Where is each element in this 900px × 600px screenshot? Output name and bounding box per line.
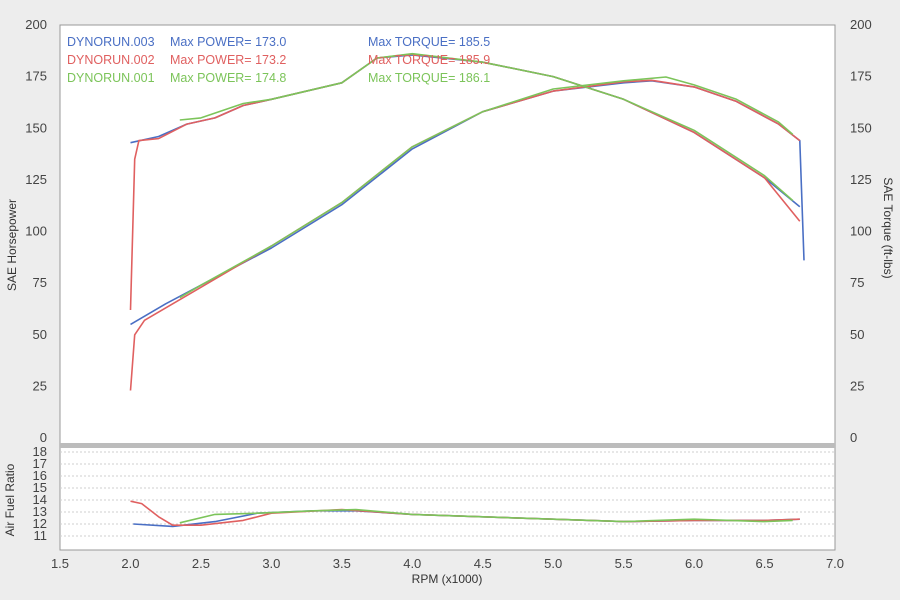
y-tick-label-left: 25 — [33, 378, 47, 393]
panel-divider — [60, 443, 835, 448]
y-axis-label-right: SAE Torque (ft-lbs) — [881, 177, 895, 278]
x-axis-label: RPM (x1000) — [412, 572, 483, 586]
afr-plot-area — [59, 446, 836, 551]
y-tick-label-right: 200 — [850, 17, 872, 32]
legend-max-torque: Max TORQUE= 185.9 — [368, 53, 490, 67]
dynorun-001-power-line — [179, 76, 794, 299]
y-tick-label-left: 200 — [25, 17, 47, 32]
x-tick-label: 6.0 — [685, 556, 703, 571]
x-tick-label: 4.5 — [474, 556, 492, 571]
x-ticks: 1.5 2.0 2.5 3.0 3.5 4.0 4.5 5.0 5.5 6.0 6.5 7.0 — [51, 556, 844, 571]
y-ticks-right: 0 25 50 75 100 125 150 175 200 — [850, 17, 872, 445]
x-tick-label: 1.5 — [51, 556, 69, 571]
x-tick-label: 3.5 — [333, 556, 351, 571]
y-tick-label-right: 0 — [850, 430, 857, 445]
y-axis-label-left: SAE Horsepower — [5, 199, 19, 291]
x-tick-label: 6.5 — [756, 556, 774, 571]
afr-tick-label: 13 — [33, 504, 47, 519]
y-tick-label-right: 175 — [850, 69, 872, 84]
afr-tick-label: 15 — [33, 480, 47, 495]
y-tick-label-right: 100 — [850, 224, 872, 239]
y-tick-label-right: 75 — [850, 275, 864, 290]
y-tick-label-right: 50 — [850, 327, 864, 342]
legend-max-power: Max POWER= 173.2 — [170, 53, 286, 67]
y-tick-label-right: 150 — [850, 120, 872, 135]
y-tick-label-left: 150 — [25, 120, 47, 135]
legend-max-power: Max POWER= 174.8 — [170, 71, 286, 85]
x-tick-label: 2.5 — [192, 556, 210, 571]
afr-tick-label: 17 — [33, 456, 47, 471]
dynorun-001-afr-line — [179, 508, 793, 524]
y-tick-label-right: 25 — [850, 378, 864, 393]
y-tick-label-left: 125 — [25, 172, 47, 187]
y-tick-label-left: 50 — [33, 327, 47, 342]
legend: DYNORUN.003 Max POWER= 173.0 Max TORQUE= 1… — [67, 35, 490, 85]
x-tick-label: 5.5 — [615, 556, 633, 571]
y-tick-label-left: 100 — [25, 224, 47, 239]
afr-tick-label: 14 — [33, 492, 47, 507]
x-tick-label: 7.0 — [826, 556, 844, 571]
y-ticks-left: 0 25 50 75 100 125 150 175 200 — [25, 17, 47, 445]
main-plot-area — [59, 24, 836, 448]
x-tick-label: 2.0 — [121, 556, 139, 571]
dynorun-001-torque-line — [179, 52, 794, 202]
series-layer — [129, 52, 805, 528]
y-tick-label-left: 0 — [40, 430, 47, 445]
afr-axis-label: Air Fuel Ratio — [3, 463, 17, 536]
x-tick-label: 5.0 — [544, 556, 562, 571]
y-tick-label-right: 125 — [850, 172, 872, 187]
legend-max-power: Max POWER= 173.0 — [170, 35, 286, 49]
afr-tick-label: 12 — [33, 516, 47, 531]
legend-run-name: DYNORUN.002 — [67, 53, 155, 67]
legend-max-torque: Max TORQUE= 186.1 — [368, 71, 490, 85]
y-tick-label-left: 75 — [33, 275, 47, 290]
x-tick-label: 3.0 — [262, 556, 280, 571]
legend-max-torque: Max TORQUE= 185.5 — [368, 35, 490, 49]
y-tick-label-left: 175 — [25, 69, 47, 84]
afr-tick-label: 18 — [33, 444, 47, 459]
x-tick-label: 4.0 — [403, 556, 421, 571]
afr-tick-label: 16 — [33, 468, 47, 483]
legend-run-name: DYNORUN.003 — [67, 35, 155, 49]
legend-run-name: DYNORUN.001 — [67, 71, 155, 85]
afr-tick-label: 11 — [34, 528, 48, 543]
